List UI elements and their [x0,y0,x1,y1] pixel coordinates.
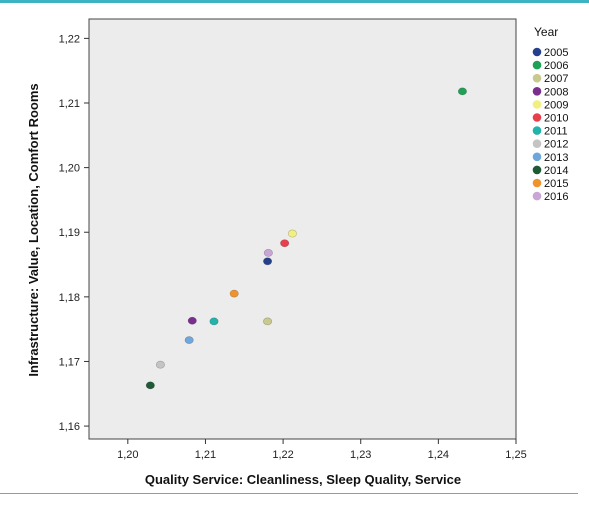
legend-label-2006: 2006 [544,60,568,72]
legend-marker-2010 [532,113,542,122]
y-axis-title: Infrastructure: Value, Location, Comfort… [26,83,41,376]
legend-label-2007: 2007 [544,73,568,85]
x-tick-label: 1,22 [272,449,293,461]
top-accent-rule [0,0,589,3]
legend-label-2011: 2011 [544,126,568,138]
x-axis: 1,20 1,21 1,22 1,23 1,24 1,25 [117,439,527,461]
y-axis: 1,16 1,17 1,18 1,19 1,20 1,21 1,22 [59,33,89,433]
y-tick-label: 1,19 [59,227,80,239]
data-points [145,87,467,390]
legend-label-2008: 2008 [544,86,568,98]
y-tick-label: 1,17 [59,356,80,368]
x-tick-label: 1,24 [428,449,449,461]
x-axis-title: Quality Service: Cleanliness, Sleep Qual… [145,472,461,487]
legend-label-2013: 2013 [544,152,568,164]
x-tick-label: 1,20 [117,449,138,461]
plot-area [88,18,517,440]
legend-marker-2006 [532,60,542,70]
point-2009 [287,229,297,238]
x-tick-label: 1,21 [195,449,216,461]
legend-marker-2016 [532,191,542,201]
legend-title: Year [534,25,558,39]
legend-label-2010: 2010 [544,113,568,125]
point-2006 [457,87,467,96]
x-tick-label: 1,23 [350,449,371,461]
legend-marker-2009 [532,100,542,109]
point-2007 [263,317,273,326]
y-tick-label: 1,20 [59,163,80,175]
point-2008 [187,316,197,325]
point-2012 [155,360,165,369]
legend-label-2005: 2005 [544,47,568,59]
point-2015 [229,289,239,298]
legend-marker-2008 [532,87,542,96]
legend-marker-2007 [532,73,542,83]
point-2014 [145,381,155,390]
legend-marker-2011 [532,126,542,135]
legend-label-2016: 2016 [544,191,568,203]
legend-label-2009: 2009 [544,99,568,111]
legend-label-2014: 2014 [544,165,568,177]
point-2016 [263,249,273,257]
legend-marker-2013 [532,152,542,162]
y-tick-label: 1,16 [59,421,80,433]
y-tick-label: 1,21 [59,98,80,110]
y-tick-label: 1,22 [59,33,80,45]
legend-marker-2012 [532,139,542,148]
bottom-rule [0,493,578,494]
legend-label-2015: 2015 [544,178,568,190]
legend-label-2012: 2012 [544,139,568,151]
legend-marker-2015 [532,178,542,188]
point-2013 [184,336,194,345]
legend-marker-2005 [532,47,542,57]
x-tick-label: 1,25 [505,449,526,461]
point-2005 [263,257,273,266]
y-tick-label: 1,18 [59,292,80,304]
legend-marker-2014 [532,165,542,175]
point-2011 [209,317,219,326]
point-2010 [280,239,290,248]
